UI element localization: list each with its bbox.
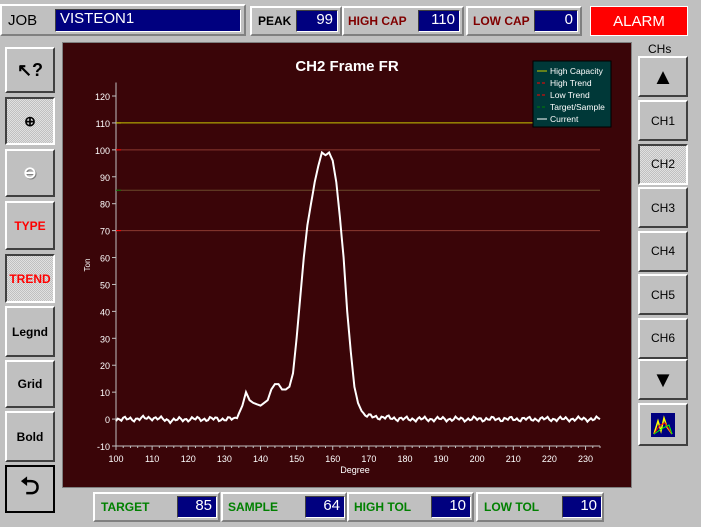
sample-label: SAMPLE <box>228 500 279 514</box>
legend-entry: High Trend <box>550 78 592 88</box>
x-tick-label: 120 <box>181 454 196 464</box>
job-label: JOB <box>8 12 38 29</box>
zoom-out-icon: ⊖ <box>23 165 37 182</box>
y-tick-label: 70 <box>100 227 110 237</box>
y-tick-label: 20 <box>100 361 110 371</box>
y-tick-label: 120 <box>95 92 110 102</box>
channel-button-ch1[interactable]: CH1 <box>638 100 688 141</box>
channel-down-button[interactable]: ▼ <box>638 359 688 400</box>
x-tick-label: 100 <box>108 454 123 464</box>
y-tick-label: 50 <box>100 280 110 290</box>
legend-box <box>532 60 612 128</box>
target-group: TARGET 85 <box>93 492 220 522</box>
pointer-question-icon: ↖? <box>16 59 44 80</box>
type-button[interactable]: TYPE <box>5 201 55 250</box>
channel-button-ch6[interactable]: CH6 <box>638 317 688 359</box>
zoom-in-button[interactable]: ⊕ <box>5 97 55 145</box>
channel-button-ch5[interactable]: CH5 <box>638 274 688 315</box>
high-tol-value[interactable]: 10 <box>431 496 471 518</box>
x-tick-label: 230 <box>578 454 593 464</box>
x-tick-label: 200 <box>470 454 485 464</box>
peak-value: 99 <box>296 10 338 32</box>
plot-panel: CH2 Frame FR -10 0 10 20 30 40 50 60 70 80 90 100 110… <box>62 42 632 488</box>
target-label: TARGET <box>101 500 150 514</box>
low-tol-value[interactable]: 10 <box>562 496 602 518</box>
channel-button-ch3[interactable]: CH3 <box>638 187 688 228</box>
chart-icon <box>651 412 675 437</box>
job-field[interactable]: VISTEON1 <box>55 9 241 32</box>
x-tick-label: 180 <box>397 454 412 464</box>
y-tick-label: -10 <box>97 442 110 452</box>
legend-entry: High Capacity <box>550 66 604 76</box>
high-cap-value: 110 <box>418 10 460 32</box>
back-button[interactable]: ⮌ <box>5 465 55 513</box>
high-cap-label: HIGH CAP <box>348 14 407 28</box>
y-tick-label: 0 <box>105 415 110 425</box>
x-tick-label: 140 <box>253 454 268 464</box>
target-value: 85 <box>177 496 217 518</box>
y-tick-label: 40 <box>100 307 110 317</box>
channel-up-button[interactable]: ▲ <box>638 56 688 97</box>
y-tick-label: 60 <box>100 254 110 264</box>
channel-button-ch2[interactable]: CH2 <box>638 143 688 185</box>
x-tick-label: 190 <box>434 454 449 464</box>
bold-button[interactable]: Bold <box>5 411 55 462</box>
trend-button[interactable]: TREND <box>5 254 55 303</box>
alarm-indicator[interactable]: ALARM <box>590 6 688 36</box>
sample-value: 64 <box>305 496 345 518</box>
sample-group: SAMPLE 64 <box>221 492 347 522</box>
x-tick-label: 170 <box>361 454 376 464</box>
y-tick-label: 110 <box>96 119 110 129</box>
triangle-down-icon: ▼ <box>652 366 674 392</box>
x-tick-label: 220 <box>542 454 557 464</box>
x-tick-label: 160 <box>325 454 340 464</box>
help-pointer-button[interactable]: ↖? <box>5 47 55 93</box>
high-tol-group: HIGH TOL 10 <box>347 492 474 522</box>
y-tick-label: 80 <box>100 200 110 210</box>
chart-title: CH2 Frame FR <box>295 58 399 75</box>
series-current-line <box>115 150 601 425</box>
x-axis-label: Degree <box>340 465 370 475</box>
y-tick-label: 100 <box>95 146 110 156</box>
x-tick-label: 150 <box>289 454 304 464</box>
high-tol-label: HIGH TOL <box>354 500 412 514</box>
chart: CH2 Frame FR -10 0 10 20 30 40 50 60 70 80 90 100 110… <box>83 58 612 475</box>
y-tick-label: 10 <box>100 388 110 398</box>
low-tol-label: LOW TOL <box>484 500 540 514</box>
legend-entry: Target/Sample <box>550 102 605 112</box>
y-axis-label: Ton <box>83 259 92 272</box>
legend-button[interactable]: Legnd <box>5 306 55 357</box>
low-cap-value: 0 <box>534 10 578 32</box>
return-arrow-icon: ⮌ <box>20 472 40 500</box>
grid-button[interactable]: Grid <box>5 360 55 408</box>
x-tick-label: 110 <box>145 454 159 464</box>
chart-view-button[interactable] <box>638 403 688 446</box>
y-tick-label: 90 <box>100 173 110 183</box>
peak-label: PEAK <box>258 14 292 28</box>
zoom-out-button[interactable]: ⊖ <box>5 149 55 197</box>
triangle-up-icon: ▲ <box>652 63 674 89</box>
zoom-in-icon: ⊕ <box>24 112 36 129</box>
legend-entry: Current <box>550 114 579 124</box>
low-tol-group: LOW TOL 10 <box>476 492 604 522</box>
low-cap-label: LOW CAP <box>473 14 530 28</box>
y-tick-label: 30 <box>100 334 110 344</box>
legend-entry: Low Trend <box>550 90 590 100</box>
channel-button-ch4[interactable]: CH4 <box>638 230 688 272</box>
channels-title: CHs <box>648 42 672 56</box>
x-tick-label: 210 <box>506 454 521 464</box>
x-tick-label: 130 <box>217 454 232 464</box>
